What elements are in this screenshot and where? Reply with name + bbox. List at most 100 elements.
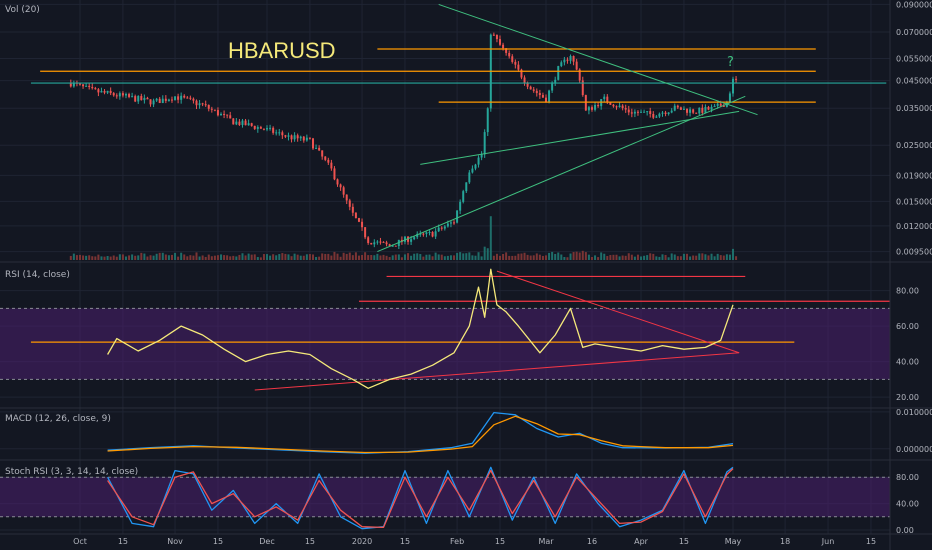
volume-bar bbox=[511, 255, 514, 260]
volume-bar bbox=[633, 256, 636, 260]
candle-body bbox=[364, 227, 367, 238]
candle-body bbox=[511, 56, 514, 62]
indicator-line-1-0 bbox=[107, 268, 734, 389]
candle-body bbox=[453, 222, 456, 224]
volume-bar bbox=[649, 253, 652, 260]
trend-line bbox=[254, 352, 740, 391]
date-tick-label: 15 bbox=[213, 537, 223, 546]
candle-body bbox=[590, 107, 593, 110]
candle-body bbox=[707, 106, 710, 110]
volume-bar bbox=[541, 255, 544, 260]
candle-body bbox=[581, 80, 584, 96]
candle-body bbox=[557, 66, 560, 80]
indicator-line-2-0 bbox=[107, 411, 734, 454]
candle-body bbox=[112, 93, 115, 96]
volume-bar bbox=[636, 254, 639, 260]
volume-bar bbox=[477, 252, 480, 260]
candle-body bbox=[69, 83, 72, 87]
volume-bar bbox=[262, 254, 265, 260]
candle-body bbox=[704, 106, 707, 113]
date-tick-label: 15 bbox=[495, 537, 505, 546]
candle-body bbox=[229, 115, 232, 119]
candle-body bbox=[315, 147, 318, 149]
candle-body bbox=[281, 132, 284, 136]
price-axes[interactable]: 0.09000000 0.07000000 0.05500000 0.04500000… bbox=[896, 0, 932, 535]
price-tick-label: 80.00 bbox=[896, 287, 919, 296]
volume-bar bbox=[177, 256, 180, 260]
volume-bar bbox=[69, 255, 72, 260]
candle-body bbox=[437, 227, 440, 232]
volume-bar bbox=[713, 256, 716, 260]
candle-body bbox=[686, 108, 689, 113]
volume-bar bbox=[655, 256, 658, 260]
volume-bar bbox=[351, 255, 354, 260]
candle-body bbox=[410, 239, 413, 242]
time-axis[interactable]: Oct 15 Nov 15 Dec 15 2020 15 Feb 15 Mar 16 Apr 15 May 1… bbox=[73, 537, 876, 546]
volume-bar bbox=[373, 255, 376, 260]
volume-bar bbox=[526, 254, 529, 260]
volume-bar bbox=[318, 256, 321, 260]
candle-body bbox=[290, 135, 293, 140]
volume-bar bbox=[722, 255, 725, 260]
candle-body bbox=[587, 107, 590, 111]
volume-bar bbox=[569, 253, 572, 260]
volume-bar bbox=[287, 254, 290, 260]
price-tick-label: 0.01000000 bbox=[896, 408, 932, 417]
volume-bar bbox=[79, 254, 81, 260]
candle-body bbox=[259, 127, 262, 129]
candle-body bbox=[345, 194, 348, 201]
candle-body bbox=[551, 82, 554, 91]
candle-body bbox=[446, 223, 449, 227]
date-tick-label: 2020 bbox=[352, 537, 372, 546]
candle-body bbox=[336, 179, 339, 185]
volume-bar bbox=[305, 254, 308, 260]
volume-bar bbox=[112, 255, 115, 260]
volume-bar bbox=[465, 253, 468, 260]
volume-bar bbox=[385, 255, 388, 260]
volume-bar bbox=[483, 246, 486, 260]
volume-bar bbox=[505, 252, 508, 260]
volume-bar bbox=[566, 257, 569, 260]
candle-body bbox=[578, 69, 581, 81]
volume-bar bbox=[293, 253, 296, 260]
date-tick-label: Dec bbox=[259, 537, 274, 546]
volume-bar bbox=[308, 254, 311, 260]
volume-bar bbox=[480, 256, 483, 260]
candle-body bbox=[131, 96, 134, 98]
volume-bar bbox=[106, 255, 109, 260]
candle-body bbox=[480, 154, 483, 158]
candle-body bbox=[394, 245, 397, 247]
candle-body bbox=[646, 111, 649, 113]
volume-bar bbox=[456, 252, 459, 260]
volume-bar bbox=[698, 253, 701, 260]
volume-bar bbox=[416, 253, 419, 260]
trend-line bbox=[438, 3, 758, 116]
price-pane-label: Vol (20) bbox=[5, 5, 40, 15]
candle-body bbox=[695, 112, 698, 114]
volume-bar bbox=[397, 254, 400, 260]
volume-bar bbox=[560, 254, 563, 260]
date-tick-label: 15 bbox=[118, 537, 128, 546]
volume-bar bbox=[502, 254, 505, 260]
candle-body bbox=[428, 231, 431, 233]
volume-bar bbox=[131, 254, 134, 260]
candle-body bbox=[354, 212, 357, 219]
candle-body bbox=[462, 191, 465, 202]
candle-body bbox=[134, 96, 137, 102]
volume-bar bbox=[75, 255, 78, 260]
volume-bar bbox=[673, 254, 676, 260]
volume-bar bbox=[606, 256, 609, 260]
volume-bar bbox=[597, 257, 600, 260]
candle-body bbox=[569, 56, 572, 61]
candle-body bbox=[649, 111, 652, 114]
volume-bar bbox=[425, 254, 428, 260]
volume-bar bbox=[367, 255, 370, 260]
candle-body bbox=[183, 95, 186, 98]
volume-bar bbox=[514, 255, 517, 260]
candle-body bbox=[535, 90, 538, 94]
volume-bar bbox=[575, 251, 578, 260]
candle-body bbox=[701, 107, 704, 113]
volume-bar bbox=[627, 253, 630, 260]
candle-body bbox=[682, 108, 685, 110]
